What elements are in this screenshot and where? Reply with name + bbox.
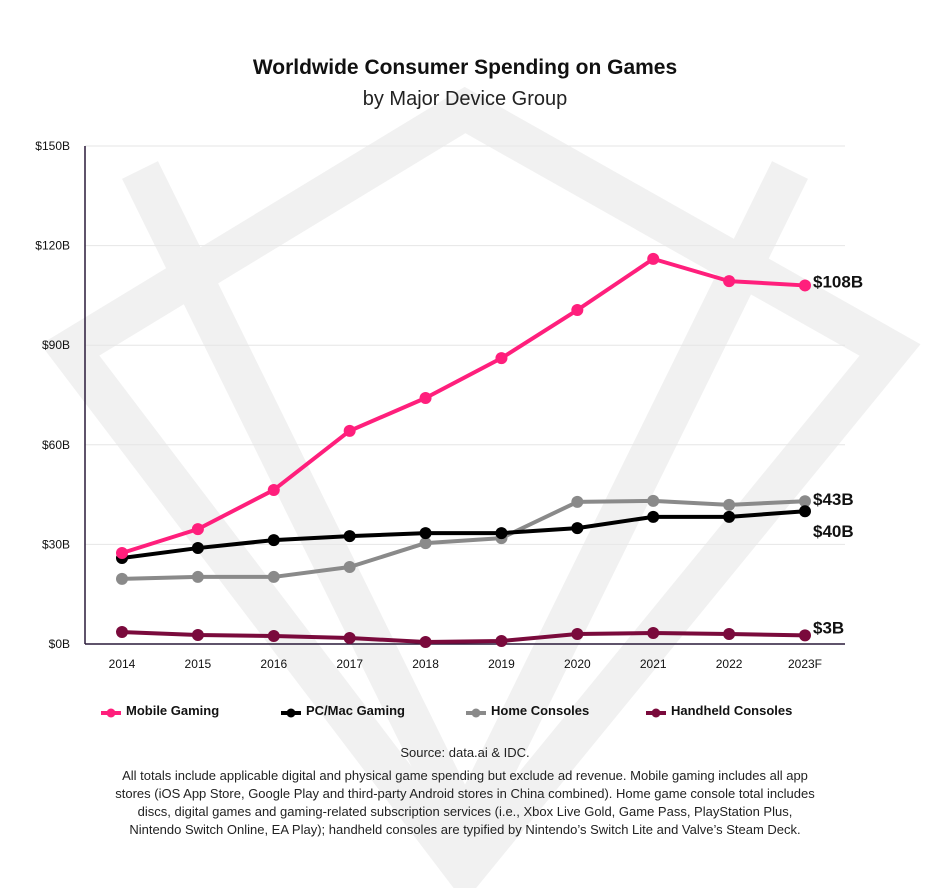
y-tick-label: $0B: [49, 637, 70, 651]
series-line: [121, 256, 806, 555]
data-point: [723, 628, 736, 641]
x-tick-label: 2023F: [788, 657, 822, 671]
data-point: [267, 570, 280, 583]
series-pc-mac-gaming: $40B: [116, 505, 854, 565]
y-tick-label: $150B: [35, 139, 70, 153]
legend-swatch-icon: [100, 706, 122, 717]
data-point: [191, 570, 204, 583]
x-tick-label: 2016: [260, 657, 287, 671]
end-value-label: $3B: [813, 618, 844, 637]
data-point: [191, 523, 204, 536]
x-tick-label: 2019: [488, 657, 515, 671]
data-point: [495, 527, 508, 540]
data-point: [267, 534, 280, 547]
series-line: [121, 509, 806, 560]
x-tick-label: 2018: [412, 657, 439, 671]
data-point: [419, 537, 432, 550]
legend-label: Home Consoles: [491, 703, 590, 718]
data-point: [799, 279, 811, 292]
end-value-label: $108B: [813, 272, 863, 291]
data-point: [723, 498, 736, 511]
data-point: [647, 494, 660, 507]
series-line: [121, 630, 806, 645]
data-point: [343, 424, 356, 437]
legend-swatch-icon: [465, 706, 487, 717]
legend: Mobile Gaming PC/Mac Gaming Home Consoles H…: [100, 703, 792, 718]
legend-label: Handheld Consoles: [671, 703, 793, 718]
y-tick-label: $90B: [42, 338, 70, 352]
data-point: [116, 572, 128, 585]
end-value-label: $43B: [813, 490, 854, 509]
data-point: [799, 629, 811, 642]
data-point: [723, 510, 736, 523]
legend-label: PC/Mac Gaming: [306, 703, 405, 718]
data-point: [495, 635, 508, 648]
y-tick-label: $120B: [35, 239, 70, 253]
x-tick-label: 2017: [336, 657, 363, 671]
x-tick-label: 2020: [564, 657, 591, 671]
data-point: [571, 628, 584, 641]
x-tick-label: 2021: [640, 657, 667, 671]
x-tick-label: 2022: [716, 657, 743, 671]
data-point: [571, 495, 584, 508]
chart-title: Worldwide Consumer Spending on Games: [252, 56, 678, 79]
data-point: [116, 547, 128, 560]
legend-swatch-icon: [280, 706, 302, 717]
data-point: [191, 629, 204, 642]
data-point: [647, 510, 660, 523]
source-text: Source: data.ai & IDC.: [400, 745, 530, 760]
data-point: [799, 495, 811, 508]
series-line: [121, 498, 806, 581]
data-point: [191, 542, 204, 555]
watermark-logo: [40, 86, 921, 888]
x-tick-label: 2014: [109, 657, 136, 671]
y-tick-label: $60B: [42, 438, 70, 452]
notes-text: All totals include applicable digital an…: [115, 768, 815, 837]
legend-label: Mobile Gaming: [126, 703, 220, 718]
data-point: [571, 304, 584, 317]
chart-subtitle: by Major Device Group: [362, 88, 568, 110]
data-point: [647, 627, 660, 640]
data-point: [343, 632, 356, 645]
data-point: [419, 527, 432, 540]
data-point: [571, 522, 584, 535]
end-value-label: $40B: [813, 522, 854, 541]
series-home-consoles: $43B: [116, 490, 854, 585]
x-tick-label: 2015: [185, 657, 212, 671]
legend-item: Mobile Gaming: [100, 703, 280, 718]
data-point: [343, 560, 356, 573]
data-point: [647, 252, 660, 265]
data-point: [799, 505, 811, 518]
data-point: [267, 483, 280, 496]
series-handheld-consoles: $3B: [116, 618, 844, 649]
data-point: [267, 630, 280, 643]
data-point: [495, 352, 508, 365]
data-point: [419, 636, 432, 649]
y-tick-label: $30B: [42, 537, 70, 551]
data-point: [723, 275, 736, 288]
data-point: [419, 391, 432, 404]
legend-item: PC/Mac Gaming: [280, 703, 465, 718]
data-point: [116, 626, 128, 639]
legend-item: Home Consoles: [465, 703, 645, 718]
series-mobile-gaming: $108B: [116, 252, 863, 560]
data-point: [343, 530, 356, 543]
legend-item: Handheld Consoles: [645, 703, 792, 718]
legend-swatch-icon: [645, 706, 667, 717]
